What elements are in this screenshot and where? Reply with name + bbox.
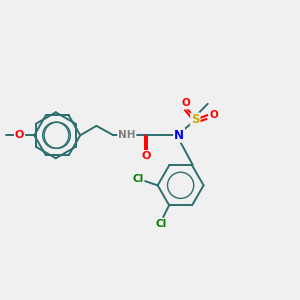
Text: S: S: [191, 113, 200, 127]
Text: Cl: Cl: [132, 174, 144, 184]
Text: O: O: [15, 130, 24, 140]
Text: NH: NH: [118, 130, 136, 140]
Text: O: O: [182, 98, 190, 109]
Text: O: O: [209, 110, 218, 120]
Text: N: N: [174, 129, 184, 142]
Text: O: O: [141, 151, 151, 161]
Text: Cl: Cl: [155, 219, 167, 229]
